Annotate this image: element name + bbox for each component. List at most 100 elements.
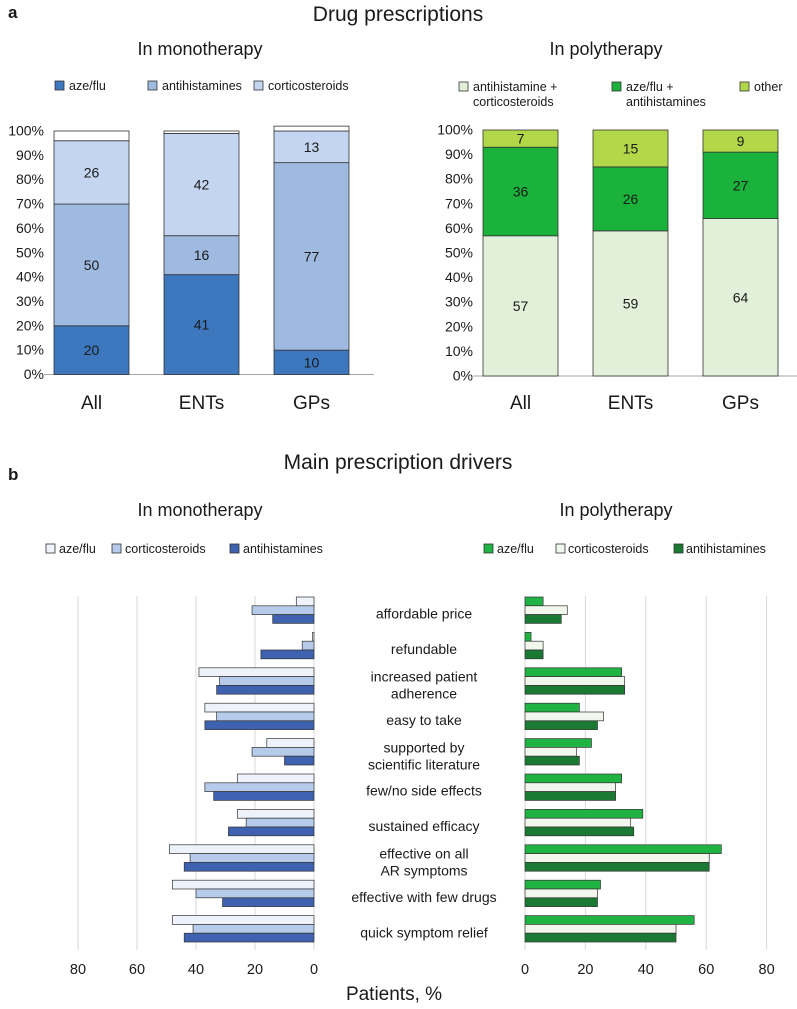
bar: [524, 755, 580, 766]
bar-segment-remainder: [273, 125, 350, 132]
bar: [266, 738, 315, 748]
y-tick-label: 50%: [445, 245, 473, 261]
bar: [524, 614, 562, 624]
data-label: 16: [194, 247, 210, 263]
data-label: 26: [623, 191, 639, 207]
legend-swatch-azeflu-ah: [611, 81, 622, 92]
a-mono-title: In monotherapy: [137, 39, 262, 59]
bar: [216, 685, 315, 695]
bar: [301, 640, 315, 651]
data-label: 59: [623, 295, 639, 311]
b-poly-legend-label-azeflu: aze/flu: [497, 542, 534, 556]
category-label: effective on all: [379, 846, 468, 862]
y-tick-label: 10%: [445, 343, 473, 359]
bar: [524, 711, 604, 722]
bar: [272, 614, 315, 624]
legend-swatch-other: [739, 81, 750, 92]
bar: [183, 862, 315, 872]
category-label: few/no side effects: [366, 783, 482, 799]
x-tick-label: 40: [638, 962, 654, 978]
data-label: 41: [194, 317, 210, 333]
bar: [524, 809, 644, 819]
bar: [251, 747, 315, 757]
bar: [524, 853, 710, 863]
legend-label-other: other: [754, 80, 783, 94]
bar: [524, 667, 622, 677]
data-label: 64: [733, 289, 749, 305]
bar: [284, 755, 315, 766]
a-poly-chart: 0% 10% 20% 30% 40% 50% 60% 70% 80% 90% 100% 57 36 7 Al…: [437, 122, 797, 414]
y-tick-label: 100%: [437, 122, 473, 138]
category-label: refundable: [391, 641, 457, 657]
bar: [236, 773, 315, 784]
bar: [192, 924, 315, 934]
data-label: 7: [517, 131, 525, 147]
x-category-label: GPs: [293, 393, 330, 414]
bar-segment: [163, 235, 240, 276]
data-label: 36: [513, 184, 529, 200]
y-tick-label: 80%: [445, 171, 473, 187]
category-label: scientific literature: [368, 756, 480, 772]
b-mono-chart: 0 20 40 60 80: [70, 596, 318, 978]
bar-segment: [592, 166, 669, 232]
bar: [204, 702, 315, 713]
bar: [524, 782, 616, 792]
bar: [312, 632, 315, 642]
x-category-label: ENTs: [179, 393, 224, 414]
bar: [524, 605, 568, 615]
b-poly-legend-label-cortico: corticosteroids: [568, 542, 649, 556]
b-mono-legend-label-cortico: corticosteroids: [125, 542, 206, 556]
category-label: sustained efficacy: [368, 818, 479, 834]
x-tick-label: 80: [759, 962, 775, 978]
bar: [245, 817, 315, 828]
b-poly-legend-swatch-cortico: [555, 543, 566, 554]
category-label: AR symptoms: [380, 863, 467, 879]
bar-segment: [273, 130, 350, 164]
bar-segment: [53, 325, 130, 375]
bar: [204, 782, 315, 792]
bar-segment: [592, 129, 669, 168]
bar-segment: [482, 129, 559, 148]
y-tick-label: 30%: [445, 294, 473, 310]
legend-label-antihistamines: antihistamines: [162, 79, 242, 93]
bar: [172, 915, 315, 925]
b-poly-legend-swatch-antihist: [673, 543, 684, 554]
x-category-label: All: [510, 393, 531, 414]
x-tick-label: 80: [70, 962, 86, 978]
legend-swatch-antihistamines: [147, 80, 158, 91]
bar-segment: [273, 349, 350, 375]
bar: [524, 888, 598, 899]
bar: [524, 826, 635, 837]
b-mono-legend-swatch-cortico: [111, 543, 122, 554]
bar: [524, 649, 544, 660]
bar: [183, 932, 315, 943]
b-mono-legend-label-azeflu: aze/flu: [59, 542, 96, 556]
y-tick-label: 0%: [453, 368, 473, 384]
b-mono-title: In monotherapy: [137, 500, 262, 520]
data-label: 42: [194, 177, 210, 193]
x-tick-label: 20: [577, 962, 593, 978]
y-tick-label: 40%: [445, 269, 473, 285]
panel-b-label: b: [8, 465, 18, 484]
bar: [524, 932, 677, 943]
data-label: 13: [304, 139, 320, 155]
x-category-label: All: [81, 393, 102, 414]
legend-swatch-corticosteroids: [253, 80, 264, 91]
bar: [169, 844, 315, 854]
category-label: adherence: [391, 686, 457, 702]
y-tick-label: 20%: [16, 317, 44, 333]
legend-label-azeflu-ah-line1: aze/flu +: [626, 80, 674, 94]
category-label: easy to take: [386, 712, 462, 728]
bar: [236, 809, 315, 819]
bar: [524, 915, 695, 925]
legend-label-azeflu: aze/flu: [69, 79, 106, 93]
b-category-labels: affordable price refundable increased pati…: [351, 606, 496, 941]
b-poly-legend-label-antihist: antihistamines: [686, 542, 766, 556]
data-label: 9: [737, 133, 745, 149]
bar: [251, 605, 315, 615]
x-tick-label: 20: [247, 962, 263, 978]
b-mono-legend-swatch-azeflu: [45, 543, 56, 554]
category-label: effective with few drugs: [351, 889, 496, 905]
y-tick-label: 80%: [16, 171, 44, 187]
bar: [524, 632, 532, 642]
